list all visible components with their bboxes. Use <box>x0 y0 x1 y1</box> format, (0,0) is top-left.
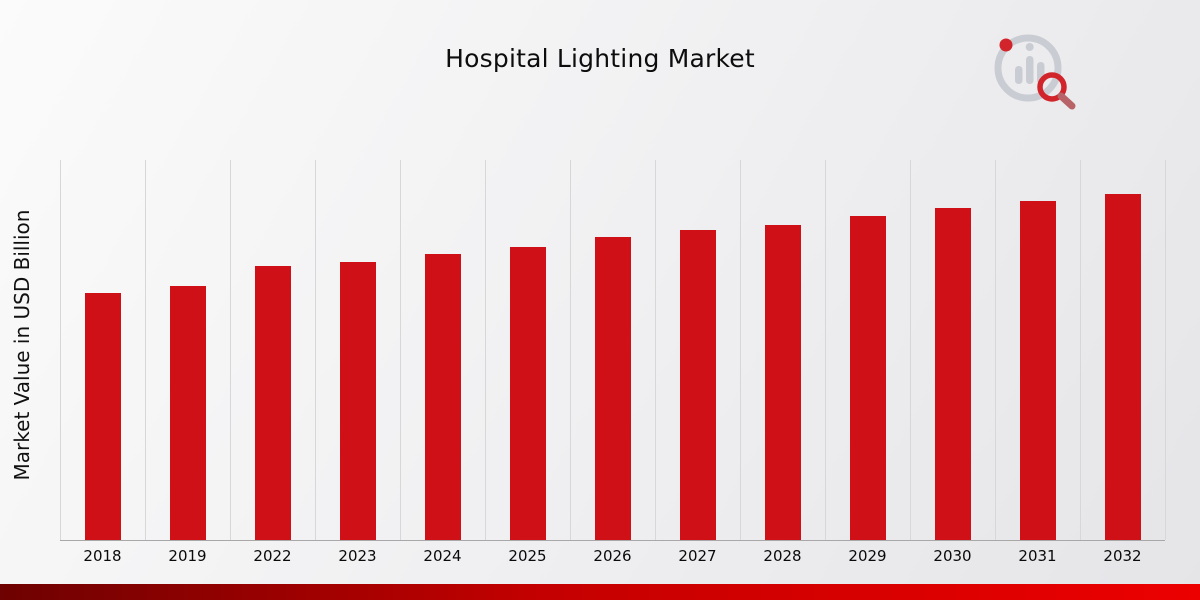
bottom-accent-bar <box>0 584 1200 600</box>
gridline <box>825 160 826 540</box>
bar-slot-2023: 1.15 <box>315 262 400 540</box>
bar-slot-2031 <box>995 201 1080 540</box>
plot-area: 1.151.18 1.43 <box>60 160 1166 541</box>
gridline <box>910 160 911 540</box>
bar-2028 <box>764 225 801 540</box>
logo-bar-1 <box>1015 66 1023 84</box>
logo-magnifier-lens <box>1037 72 1067 102</box>
bar-slot-2030 <box>910 208 995 540</box>
bar-slot-2032: 1.43 <box>1080 194 1165 540</box>
chart-title: Hospital Lighting Market <box>445 44 755 73</box>
gridline <box>570 160 571 540</box>
x-tick-2027: 2027 <box>678 547 717 565</box>
bar-2024 <box>424 254 461 540</box>
bar-2025 <box>509 247 546 540</box>
logo-magnifier-handle <box>1057 92 1076 110</box>
x-tick-2022: 2022 <box>253 547 292 565</box>
bar-slot-2018 <box>60 293 145 540</box>
bar-2031 <box>1019 201 1056 540</box>
bar-slot-2029 <box>825 216 910 540</box>
gridline <box>145 160 146 540</box>
bar-slot-2026 <box>570 237 655 540</box>
bar-slot-2027 <box>655 230 740 540</box>
x-tick-2024: 2024 <box>423 547 462 565</box>
gridline <box>60 160 61 540</box>
x-tick-2030: 2030 <box>933 547 972 565</box>
logo-bar-2 <box>1026 56 1034 84</box>
gridline <box>315 160 316 540</box>
gridline <box>995 160 996 540</box>
x-tick-2018: 2018 <box>83 547 122 565</box>
x-tick-2028: 2028 <box>763 547 802 565</box>
gridline <box>230 160 231 540</box>
x-tick-2019: 2019 <box>168 547 207 565</box>
logo-red-dot <box>999 38 1013 52</box>
y-axis-label: Market Value in USD Billion <box>10 209 34 481</box>
gridline <box>1080 160 1081 540</box>
gridline <box>655 160 656 540</box>
x-tick-2031: 2031 <box>1018 547 1057 565</box>
logo-ring <box>994 34 1062 102</box>
x-tick-2032: 2032 <box>1103 547 1142 565</box>
gridline <box>1165 160 1166 540</box>
bar-slot-2024: 1.18 <box>400 254 485 540</box>
bar-2030 <box>934 208 971 540</box>
x-tick-2023: 2023 <box>338 547 377 565</box>
bar-2018 <box>84 293 121 540</box>
bar-slot-2025 <box>485 247 570 540</box>
logo-bar-dot <box>1025 43 1034 51</box>
bar-slot-2019 <box>145 286 230 540</box>
gridline <box>485 160 486 540</box>
bar-2029 <box>849 216 886 540</box>
x-tick-2029: 2029 <box>848 547 887 565</box>
bar-2027 <box>679 230 716 540</box>
gridline <box>400 160 401 540</box>
x-axis-tick-labels: 2018 2019 2022 2023 2024 2025 2026 2027 2028 2029… <box>60 547 1165 569</box>
bar-2032 <box>1104 194 1141 540</box>
bar-2022 <box>254 266 291 540</box>
gridline <box>740 160 741 540</box>
bar-slot-2028 <box>740 225 825 540</box>
bar-2023 <box>339 262 376 540</box>
market-research-chart-magnifier-logo <box>994 34 1076 110</box>
x-tick-2025: 2025 <box>508 547 547 565</box>
bar-2026 <box>594 237 631 540</box>
x-tick-2026: 2026 <box>593 547 632 565</box>
bar-slot-2022 <box>230 266 315 540</box>
bar-2019 <box>169 286 206 540</box>
